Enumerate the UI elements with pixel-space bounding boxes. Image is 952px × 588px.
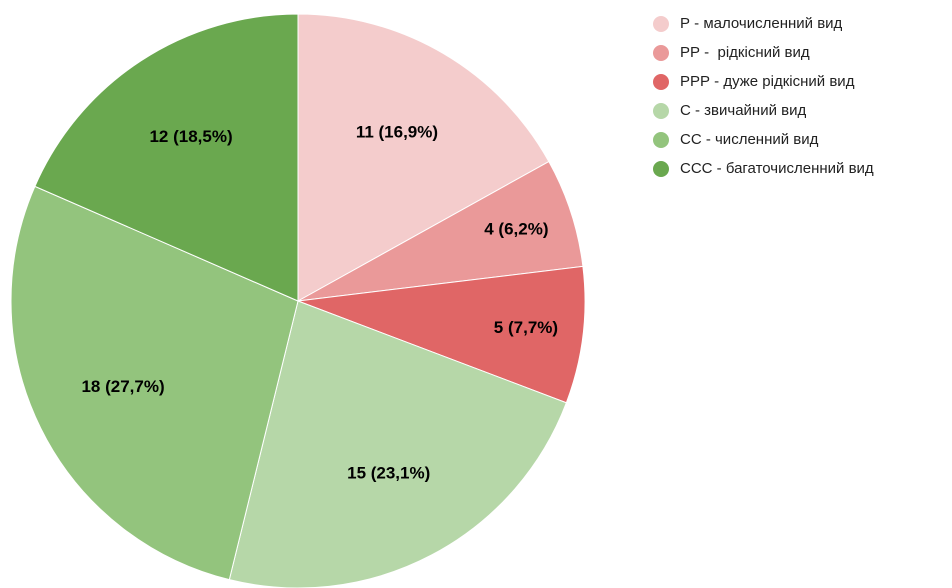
legend-marker xyxy=(653,16,669,32)
data-label: 12 (18,5%) xyxy=(149,127,232,146)
legend-label: РРР - дуже рідкісний вид xyxy=(680,73,855,90)
data-label: 18 (27,7%) xyxy=(81,377,164,396)
pie-slice xyxy=(297,265,586,404)
data-label: 15 (23,1%) xyxy=(347,463,430,482)
pie-slice xyxy=(297,13,550,302)
legend-marker xyxy=(653,161,669,177)
pie-slice xyxy=(34,13,299,302)
pie-slice xyxy=(10,185,299,581)
data-label: 5 (7,7%) xyxy=(494,318,558,337)
legend-marker xyxy=(653,132,669,148)
legend-label: Р - малочисленний вид xyxy=(680,15,843,32)
legend-label: ССС - багаточисленний вид xyxy=(680,160,874,177)
legend-label: РР - рідкісний вид xyxy=(680,44,810,61)
legend-label: С - звичайний вид xyxy=(680,102,806,119)
legend-marker xyxy=(653,45,669,61)
data-label: 4 (6,2%) xyxy=(484,220,548,239)
legend-label: СС - численний вид xyxy=(680,131,819,148)
legend-marker xyxy=(653,103,669,119)
data-label: 11 (16,9%) xyxy=(356,122,438,141)
legend-marker xyxy=(653,74,669,90)
pie-slice xyxy=(228,300,567,588)
